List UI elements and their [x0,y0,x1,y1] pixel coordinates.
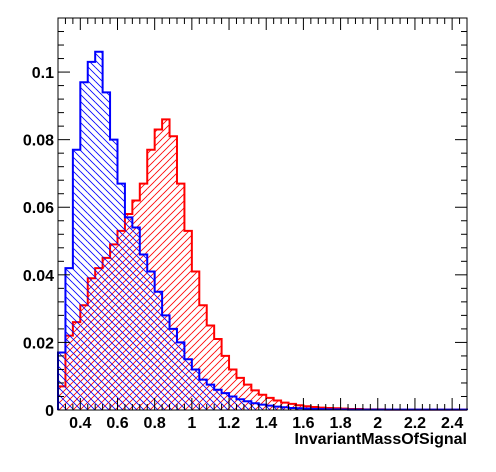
bar [273,400,282,410]
bar [281,402,289,410]
bar [154,291,163,410]
bar [102,92,111,410]
series-1 [57,50,468,411]
y-tick-label: 0.02 [23,335,54,352]
bar [243,401,252,410]
x-tick-label: 0.8 [144,415,166,432]
bar [266,397,274,410]
bar [214,339,222,410]
bar [58,352,66,410]
bar [184,359,192,410]
bar [95,51,103,410]
bar [258,394,267,410]
bar [229,396,237,410]
bar [191,369,200,410]
bar [221,393,230,410]
bar [139,254,148,410]
bar [199,379,207,410]
bar [87,61,96,411]
x-tick-label: 2.2 [404,415,426,432]
y-tick-label: 0.1 [32,65,54,82]
bar [281,407,289,410]
x-tick-label: 1.6 [292,415,314,432]
x-tick-label: 2 [373,415,382,432]
y-tick-label: 0.04 [23,268,54,285]
bar [169,136,177,410]
bar [258,404,267,410]
bar [251,403,259,410]
bar [65,268,73,410]
bar [80,82,88,411]
bar [132,227,140,410]
bar [288,407,296,410]
bar [236,377,244,410]
y-tick-label: 0.06 [23,200,54,217]
x-tick-label: 1.4 [255,415,277,432]
bar [124,217,133,410]
bar [206,384,215,410]
bar [162,119,170,410]
plot-frame [57,17,468,411]
bar [169,328,177,410]
bar [221,355,230,410]
x-tick-label: 0.6 [106,415,128,432]
x-axis-title: InvariantMassOfSignal [295,431,468,448]
bar [288,403,296,410]
bar [273,406,282,410]
bar [251,390,259,410]
bar [229,369,237,410]
x-tick-label: 1.2 [218,415,240,432]
bar [176,183,185,410]
bar [176,342,185,410]
bar [72,149,81,411]
x-tick-label: 0.4 [69,415,91,432]
bar [162,315,170,410]
bar [147,271,155,410]
bar [110,139,118,410]
bar [184,230,192,410]
bar [214,389,222,410]
x-tick-label: 1.8 [329,415,351,432]
bar [117,183,125,410]
x-tick-label: 1 [187,415,196,432]
bar [154,129,163,410]
bar [266,405,274,410]
bar [206,325,215,410]
bar [236,399,244,410]
bar [191,271,200,410]
bar [199,305,207,410]
x-tick-label: 2.4 [441,415,463,432]
y-tick-label: 0.08 [23,133,54,150]
y-tick-label: 0 [45,403,54,420]
bar [243,384,252,410]
